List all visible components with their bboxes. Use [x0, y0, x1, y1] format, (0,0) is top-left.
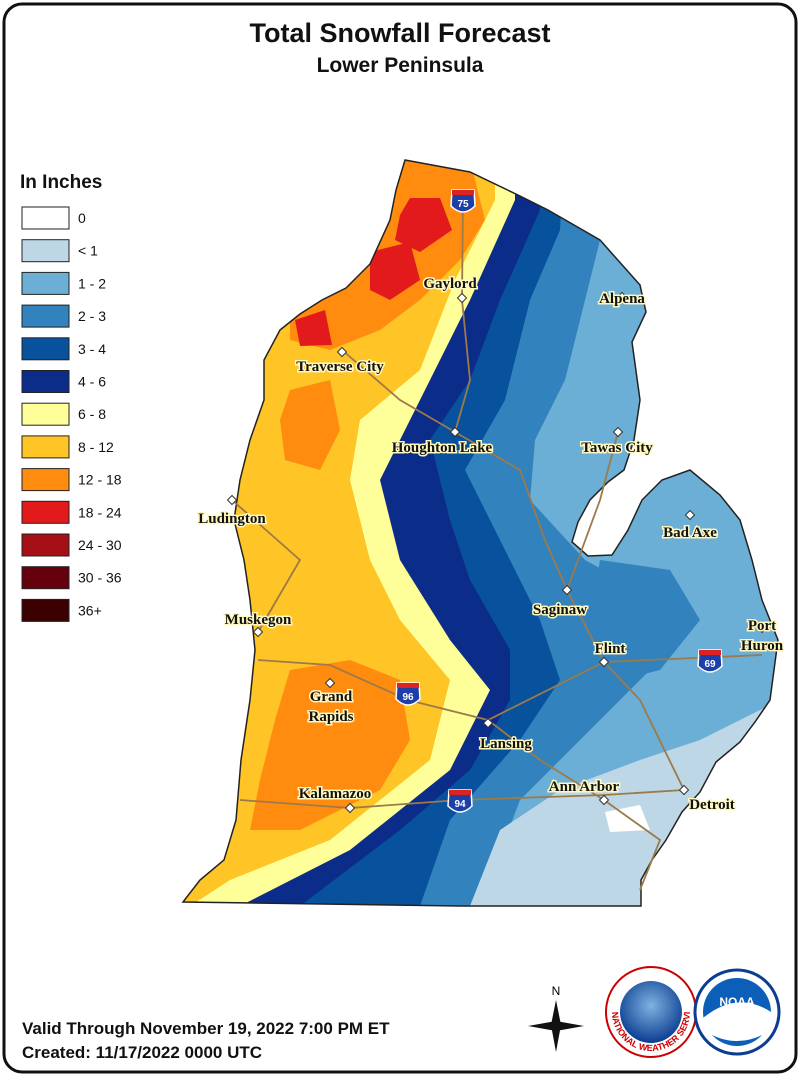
- city-label: Bad Axe: [663, 525, 717, 541]
- city-marker: [684, 509, 696, 521]
- legend-label: 6 - 8: [78, 406, 106, 422]
- city-label: Port: [748, 618, 776, 634]
- city-marker: [756, 622, 768, 634]
- noaa-logo-text: NOAA: [719, 995, 755, 1009]
- highway-shield-top: [452, 190, 474, 195]
- created: Created: 11/17/2022 0000 UTC: [22, 1043, 262, 1062]
- city-marker: [336, 346, 348, 358]
- snowfall-zone: [295, 310, 332, 346]
- snowfall-zone: [280, 380, 340, 470]
- legend-swatch: [21, 566, 70, 590]
- highway-shield-top: [397, 683, 419, 688]
- legend-label: 3 - 4: [78, 341, 106, 357]
- legend-title: In Inches: [20, 172, 102, 193]
- legend-swatch: [21, 468, 70, 492]
- legend-swatch: [21, 304, 70, 328]
- legend-label: 24 - 30: [78, 537, 122, 553]
- legend-label: 18 - 24: [78, 504, 122, 520]
- title: Total Snowfall Forecast: [249, 18, 550, 48]
- legend-swatch: [21, 370, 70, 393]
- highway-shield-top: [449, 790, 471, 795]
- compass-north: N: [552, 984, 561, 998]
- legend-swatch: [21, 500, 70, 524]
- city-label: Alpena: [599, 291, 645, 307]
- city-label: Traverse City: [296, 359, 384, 375]
- city-label: Huron: [741, 638, 784, 654]
- legend-swatch: [21, 435, 70, 459]
- city-marker: [449, 426, 461, 438]
- legend-label: 8 - 12: [78, 439, 114, 455]
- legend-label: 12 - 18: [78, 472, 122, 488]
- city-marker: [252, 626, 264, 638]
- city-label: Ludington: [198, 511, 266, 527]
- legend-swatch: [21, 206, 70, 230]
- highway-shield: [697, 649, 723, 673]
- legend-label: 2 - 3: [78, 308, 106, 324]
- city-label: Ann Arbor: [549, 779, 620, 795]
- highway-number: 96: [402, 692, 414, 703]
- city-label: Tawas City: [581, 440, 653, 456]
- legend-swatch: [21, 337, 70, 361]
- snowfall-zone: [395, 198, 452, 252]
- legend-label: 0: [78, 210, 86, 226]
- city-label: Flint: [595, 641, 626, 657]
- valid-through: Valid Through November 19, 2022 7:00 PM …: [22, 1019, 390, 1038]
- legend-label: 4 - 6: [78, 374, 106, 390]
- highway-number: 94: [454, 799, 466, 810]
- legend-label: 1 - 2: [78, 275, 106, 291]
- city-marker: [678, 784, 690, 796]
- subtitle: Lower Peninsula: [317, 54, 484, 77]
- city-label: Lansing: [480, 736, 532, 752]
- city-marker: [456, 292, 468, 304]
- highway-shield-top: [699, 650, 721, 655]
- snowfall-zone: [250, 660, 410, 830]
- city-label: Houghton Lake: [392, 440, 493, 456]
- city-marker: [598, 656, 610, 668]
- highway-number: 69: [704, 659, 716, 670]
- city-marker: [598, 794, 610, 806]
- city-label: Grand: [310, 689, 353, 705]
- highway-shield: [447, 789, 473, 813]
- legend-swatch: [21, 598, 70, 622]
- city-marker: [616, 291, 628, 303]
- city-marker: [226, 494, 238, 506]
- city-marker: [344, 802, 356, 814]
- city-label: Gaylord: [423, 276, 477, 292]
- highway-number: 75: [457, 199, 469, 210]
- city-marker: [324, 677, 336, 689]
- noaa-logo: NOAA: [693, 968, 781, 1056]
- highway-shield: [450, 189, 476, 213]
- legend-label: 30 - 36: [78, 570, 122, 586]
- city-marker: [482, 717, 494, 729]
- highway-shield: [395, 682, 421, 706]
- legend-swatch: [21, 402, 70, 426]
- city-label: Rapids: [308, 709, 353, 725]
- city-marker: [612, 426, 624, 438]
- snowfall-zone: [370, 242, 420, 300]
- legend-label: 36+: [78, 602, 102, 618]
- city-label: Muskegon: [225, 612, 292, 628]
- legend-label: < 1: [78, 243, 98, 259]
- city-label: Saginaw: [533, 602, 587, 618]
- compass: N: [528, 984, 584, 1052]
- legend-swatch: [21, 239, 70, 263]
- city-label: Detroit: [689, 797, 735, 813]
- city-label: Kalamazoo: [299, 786, 372, 802]
- snowfall-zone: [590, 560, 700, 680]
- legend-swatch: [21, 533, 70, 557]
- legend-swatch: [21, 271, 70, 295]
- city-marker: [561, 584, 573, 596]
